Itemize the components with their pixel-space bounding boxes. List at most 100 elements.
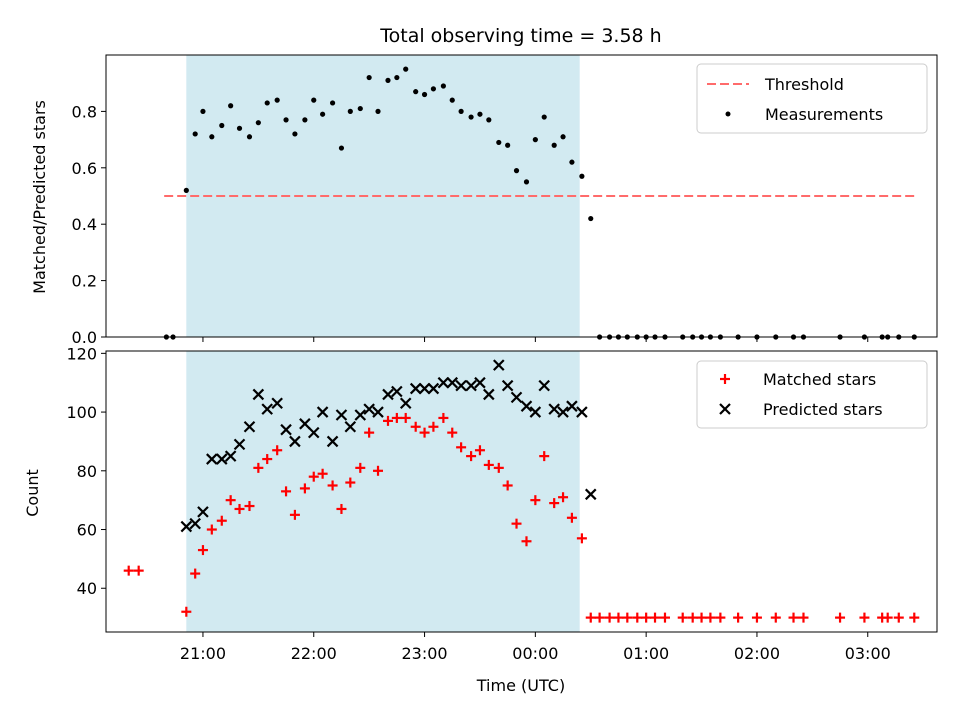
bottom-legend-box — [696, 360, 928, 429]
predicted-point — [243, 420, 256, 433]
matched-point — [355, 462, 366, 473]
matched-point — [696, 612, 707, 623]
matched-point — [253, 462, 264, 473]
matched-point — [751, 612, 762, 623]
cross-stroke — [474, 376, 486, 389]
bottom-shaded-window — [186, 351, 580, 632]
bottom-x-tick-label: 01:00 — [623, 644, 669, 663]
cross-stroke — [483, 388, 495, 401]
measurement-point — [338, 145, 345, 151]
cross-stroke — [493, 359, 505, 371]
predicted-point — [557, 406, 569, 418]
cross-stroke — [206, 453, 218, 465]
cross-stroke — [427, 382, 440, 395]
predicted-point — [501, 379, 514, 392]
x-axis-label: Time (UTC) — [476, 676, 565, 695]
predicted-point — [197, 506, 209, 518]
cross-stroke — [520, 400, 533, 412]
predicted-point — [180, 520, 193, 533]
measurement-point — [183, 187, 189, 193]
predicted-point — [548, 403, 560, 415]
top-y-axis-label: Matched/Predicted stars — [30, 100, 49, 294]
predicted-point — [391, 385, 403, 398]
top-x-ticks — [202, 337, 869, 342]
cross-stroke — [399, 397, 412, 410]
matched-point — [244, 501, 255, 512]
cross-stroke — [189, 517, 201, 530]
cross-stroke — [501, 379, 514, 392]
predicted-point — [520, 400, 533, 412]
matched-point — [419, 427, 430, 438]
measurement-point — [403, 66, 409, 72]
cross-stroke — [216, 453, 228, 465]
matched-point — [289, 509, 300, 520]
predicted-legend-marker — [719, 403, 731, 415]
matched-point — [733, 612, 744, 623]
bottom-x-tick-label: 23:00 — [401, 644, 447, 663]
matched-point — [400, 412, 411, 423]
measurement-point — [236, 125, 243, 131]
matched-point — [594, 612, 605, 623]
predicted-point — [216, 453, 228, 465]
predicted-point — [206, 453, 218, 465]
cross-stroke — [391, 385, 403, 398]
cross-stroke — [510, 391, 523, 404]
predicted-point — [566, 400, 578, 412]
matched-point — [641, 612, 652, 623]
measurement-point — [477, 111, 483, 117]
cross-stroke — [289, 435, 301, 448]
measurement-point — [523, 179, 530, 185]
measurement-point — [255, 120, 261, 126]
bottom-y-tick-label: 60 — [77, 521, 97, 540]
measurement-point — [366, 74, 372, 81]
predicted-point — [189, 517, 201, 530]
cross-stroke — [455, 379, 467, 392]
cross-stroke — [316, 406, 329, 418]
predicted-point — [427, 382, 440, 395]
matched-point — [262, 454, 273, 465]
matched-point — [447, 427, 458, 438]
matched-point — [133, 565, 144, 576]
predicted-point — [418, 382, 431, 395]
predicted-point — [316, 406, 329, 418]
matched-point — [502, 480, 513, 491]
measurement-point — [486, 117, 492, 123]
matched-point — [225, 495, 236, 506]
predicted-point — [335, 409, 348, 421]
measurement-point — [551, 142, 557, 148]
matched-point — [438, 412, 449, 423]
matched-point — [382, 415, 393, 426]
cross-stroke — [363, 403, 375, 415]
cross-stroke — [382, 388, 394, 401]
predicted-point — [455, 379, 467, 392]
predicted-point — [363, 403, 375, 415]
measurement-point — [541, 114, 547, 120]
matched-point — [909, 612, 920, 623]
matched-point — [317, 468, 328, 479]
cross-stroke — [243, 420, 256, 433]
predicted-point — [538, 379, 550, 392]
predicted-point — [584, 488, 597, 501]
matched-point — [770, 612, 781, 623]
cross-stroke — [326, 435, 339, 448]
measurement-point — [283, 117, 289, 123]
matched-legend-swatch — [720, 374, 730, 384]
matched-point — [613, 612, 624, 623]
matched-point — [705, 612, 716, 623]
matched-point — [327, 480, 338, 491]
threshold-legend-label: Threshold — [764, 75, 844, 94]
top-y-tick-label: 0.4 — [72, 215, 97, 234]
measurement-point — [219, 122, 225, 129]
matched-point — [576, 533, 587, 544]
measurement-point — [532, 137, 538, 143]
measurement-point — [228, 103, 234, 109]
measurement-point — [311, 97, 317, 103]
matched-point — [123, 565, 134, 576]
predicted-point — [399, 397, 412, 410]
cross-stroke — [566, 400, 578, 412]
bottom-y-tick-label: 100 — [66, 403, 97, 422]
measurement-point — [569, 159, 575, 165]
top-legend-box — [696, 63, 928, 134]
matched-point — [391, 412, 402, 423]
